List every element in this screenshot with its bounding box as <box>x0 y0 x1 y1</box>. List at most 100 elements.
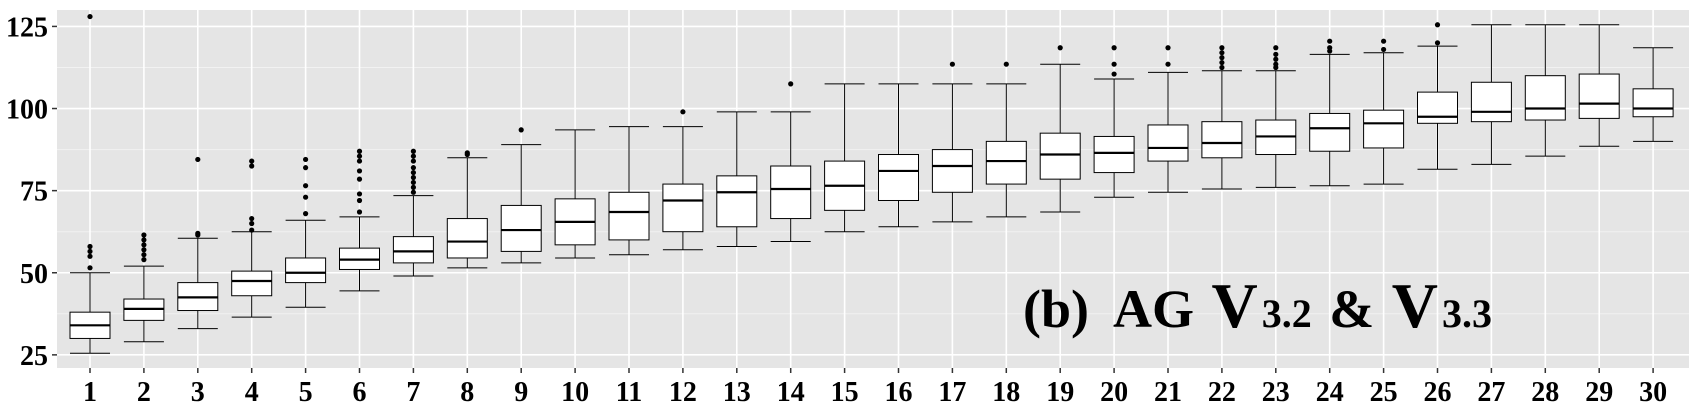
x-tick-label: 6 <box>353 377 367 408</box>
outlier-point <box>1165 61 1171 67</box>
outlier-point <box>249 163 255 169</box>
x-tick-label: 21 <box>1154 377 1182 408</box>
outlier-point <box>356 197 363 204</box>
outlier-point <box>410 165 416 171</box>
x-tick-label: 1 <box>83 377 97 408</box>
grid-lines <box>57 10 1689 368</box>
box-12 <box>662 109 704 251</box>
outlier-point <box>303 165 309 171</box>
box-19 <box>1039 45 1081 213</box>
box-iqr <box>1201 121 1243 159</box>
outlier-point <box>249 158 255 164</box>
outlier-point <box>680 109 686 115</box>
outlier-point <box>410 184 416 190</box>
outlier-point <box>356 176 363 182</box>
x-tick-label: 12 <box>669 377 697 408</box>
box-iqr <box>1363 109 1405 149</box>
outlier-point <box>1327 45 1333 51</box>
box-20 <box>1093 45 1135 198</box>
outlier-point <box>195 230 201 236</box>
outlier-point <box>249 215 255 222</box>
outlier-point <box>410 174 416 181</box>
outlier-point <box>1219 50 1225 56</box>
outlier-point <box>141 252 147 258</box>
box-iqr <box>231 270 273 297</box>
box-30 <box>1632 47 1674 142</box>
x-tick-label: 16 <box>885 377 913 408</box>
x-tick-label: 13 <box>723 377 751 408</box>
outlier-point <box>1273 51 1279 57</box>
box-iqr <box>1093 135 1135 174</box>
box-iqr <box>392 236 434 264</box>
outlier-point <box>788 81 794 87</box>
box-29 <box>1578 24 1620 147</box>
outlier-point <box>410 153 416 159</box>
box-18 <box>985 61 1027 218</box>
box-1 <box>69 13 111 354</box>
box-16 <box>878 83 919 228</box>
outlier-point <box>1003 61 1009 67</box>
outlier-point <box>1219 59 1225 66</box>
outlier-point <box>87 13 93 20</box>
x-tick-label: 19 <box>1046 377 1074 408</box>
x-tick-label: 28 <box>1531 377 1559 408</box>
box-26 <box>1417 22 1458 170</box>
outlier-point <box>1111 45 1117 51</box>
outlier-point <box>1219 55 1225 61</box>
outlier-point <box>518 127 524 133</box>
outlier-point <box>410 158 416 164</box>
x-tick-label: 20 <box>1100 377 1128 408</box>
box-iqr <box>1632 88 1674 118</box>
x-tick-label: 26 <box>1424 377 1452 408</box>
box-iqr <box>1578 73 1620 119</box>
box-5 <box>285 156 327 308</box>
box-iqr <box>878 154 919 201</box>
x-tick-label: 30 <box>1639 377 1667 408</box>
outlier-point <box>356 209 363 215</box>
outlier-point <box>356 191 363 197</box>
box-8 <box>446 150 488 269</box>
outlier-point <box>1381 38 1387 44</box>
outlier-point <box>303 194 309 200</box>
box-21 <box>1147 45 1189 193</box>
box-22 <box>1201 45 1243 190</box>
x-tick-label: 27 <box>1477 377 1505 408</box>
annotation-v2: V <box>1392 270 1438 341</box>
outlier-point <box>464 150 470 156</box>
outlier-point <box>87 243 93 250</box>
outlier-point <box>949 61 956 67</box>
y-tick-label: 50 <box>20 259 48 290</box>
plot-panel <box>57 10 1689 368</box>
outlier-point <box>303 211 309 217</box>
x-tick-label: 3 <box>191 377 205 408</box>
annotation-v2-sub: 3.3 <box>1442 291 1492 336</box>
outlier-point <box>356 168 363 174</box>
box-2 <box>123 232 165 343</box>
box-iqr <box>446 218 488 259</box>
box-9 <box>500 127 542 264</box>
box-15 <box>824 83 866 233</box>
outlier-point <box>303 156 309 163</box>
y-tick-label: 125 <box>6 12 48 43</box>
x-tick-label: 2 <box>137 377 151 408</box>
box-28 <box>1524 24 1566 157</box>
x-tick-label: 15 <box>831 377 859 408</box>
x-tick-label: 24 <box>1316 377 1344 408</box>
annotation-amp: & <box>1316 279 1388 339</box>
x-tick-label: 4 <box>245 377 259 408</box>
box-iqr <box>500 204 542 252</box>
chart-annotation: (b) AG V 3.2 & V 3.3 <box>1023 270 1492 341</box>
boxes <box>69 13 1674 354</box>
outlier-point <box>410 169 416 176</box>
box-7 <box>392 148 434 277</box>
x-tick-label: 5 <box>299 377 313 408</box>
box-17 <box>931 61 973 223</box>
y-tick-label: 25 <box>20 341 48 372</box>
outlier-point <box>410 179 416 186</box>
outlier-point <box>141 257 147 263</box>
box-iqr <box>931 149 973 193</box>
outlier-point <box>87 265 93 271</box>
x-tick-label: 8 <box>460 377 474 408</box>
outlier-point <box>249 227 255 233</box>
box-iqr <box>608 191 650 241</box>
